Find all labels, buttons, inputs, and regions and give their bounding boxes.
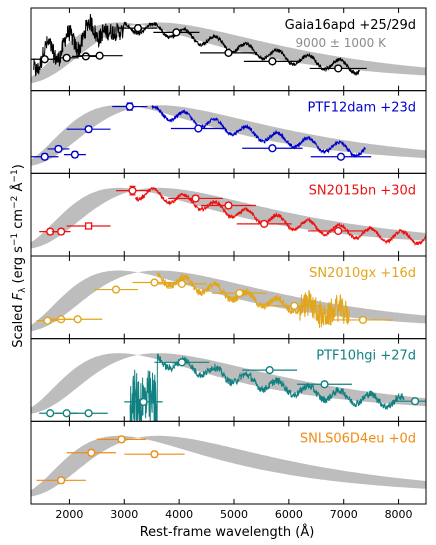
- photometry-point: [153, 28, 200, 37]
- photometry-point: [31, 55, 59, 64]
- photometry-point: [66, 448, 117, 457]
- panel-sublabel-1: 9000 ± 1000 K: [296, 36, 388, 50]
- panel-3: SN2015bn +30d: [30, 172, 427, 257]
- photometry-point: [124, 397, 163, 407]
- blackbody-band-6: [31, 435, 426, 497]
- photometry-point: [51, 227, 71, 236]
- panels-group: Gaia16apd +25/29d 9000 ± 1000 K PTF12dam +…: [30, 7, 427, 505]
- photometry-point: [168, 194, 224, 203]
- panel-label-6: SNLS06D4eu +0d: [300, 431, 416, 446]
- y-axis-label: Scaled Fλ (erg s−1 cm−2 Å−1): [10, 164, 28, 348]
- x-tick-label: 5000: [220, 508, 248, 521]
- x-tick-label: 2000: [55, 508, 83, 521]
- photometry-point: [69, 409, 108, 418]
- photometry-point: [52, 315, 103, 324]
- photometry-point: [199, 48, 258, 57]
- photometry-point: [118, 24, 158, 33]
- photometry-point: [96, 435, 147, 444]
- photometry-point: [310, 152, 372, 161]
- photometry-point: [63, 150, 86, 159]
- photometry-point: [94, 285, 138, 294]
- panel-label-4: SN2010gx +16d: [309, 266, 416, 281]
- photometry-point: [154, 358, 210, 367]
- spectrum-line-1: [33, 13, 361, 77]
- photometry-point: [309, 64, 367, 73]
- photometry-point: [36, 316, 59, 325]
- spectrum-line-5: [129, 353, 405, 422]
- photometry-point: [36, 476, 86, 485]
- x-tick-label: 6000: [275, 508, 303, 521]
- photometry-point: [201, 201, 256, 210]
- photometry-point: [66, 222, 111, 230]
- panel-2: PTF12dam +23d: [30, 90, 427, 174]
- photometry-point: [54, 53, 79, 62]
- photometry-point: [132, 278, 177, 287]
- blackbody-band-5: [31, 353, 426, 414]
- x-tick-label: 7000: [330, 508, 358, 521]
- photometry-point: [212, 288, 267, 298]
- spectrum-line-3: [134, 186, 426, 247]
- panel-5: PTF10hgi +27d: [30, 338, 427, 422]
- panel-1: Gaia16apd +25/29d 9000 ± 1000 K: [30, 7, 427, 92]
- blackbody-band-1: [31, 22, 426, 84]
- photometry-point: [112, 102, 148, 111]
- photometry-point: [47, 144, 70, 154]
- photometry-point: [242, 366, 298, 375]
- x-tick-label: 4000: [165, 508, 193, 521]
- panel-label-2: PTF12dam +23d: [307, 101, 416, 116]
- photometry-point: [266, 301, 322, 310]
- photometry-point: [72, 52, 100, 61]
- panel-label-1: Gaia16apd +25/29d: [285, 18, 416, 33]
- photometry-point: [76, 51, 123, 60]
- blackbody-band-3: [31, 187, 426, 249]
- x-axis-label: Rest-frame wavelength (Å): [140, 524, 315, 540]
- photometry-point: [116, 185, 149, 196]
- photometry-point: [31, 152, 59, 161]
- spectrum-line-2: [151, 104, 366, 158]
- photometry-point: [39, 227, 62, 236]
- photometry-point: [308, 226, 369, 236]
- blackbody-band-2: [31, 105, 426, 166]
- x-tick-label: 3000: [110, 508, 138, 521]
- photometry-point: [124, 450, 185, 459]
- photometry-point: [332, 315, 394, 325]
- photometry-point: [66, 125, 111, 134]
- x-axis: 2000 3000 4000 5000 6000 7000 8000: [55, 508, 412, 521]
- spectrum-line-4: [157, 272, 350, 328]
- x-tick-label: 8000: [385, 508, 413, 521]
- photometry-point: [236, 219, 292, 228]
- photometry-point: [39, 409, 62, 418]
- photometry-point: [157, 279, 207, 289]
- panel-4: SN2010gx +16d: [30, 255, 427, 340]
- panel-6: SNLS06D4eu +0d: [30, 420, 427, 505]
- photometry-point: [243, 57, 301, 66]
- photometry-point: [297, 380, 352, 389]
- photometry-point: [55, 409, 78, 418]
- panel-frame-6: [30, 420, 427, 505]
- photometry-point: [393, 397, 426, 406]
- photometry-point: [242, 144, 303, 153]
- photometry-point: [170, 124, 226, 133]
- panel-label-3: SN2015bn +30d: [309, 183, 416, 198]
- panel-label-5: PTF10hgi +27d: [316, 349, 416, 364]
- blackbody-band-4: [31, 270, 426, 332]
